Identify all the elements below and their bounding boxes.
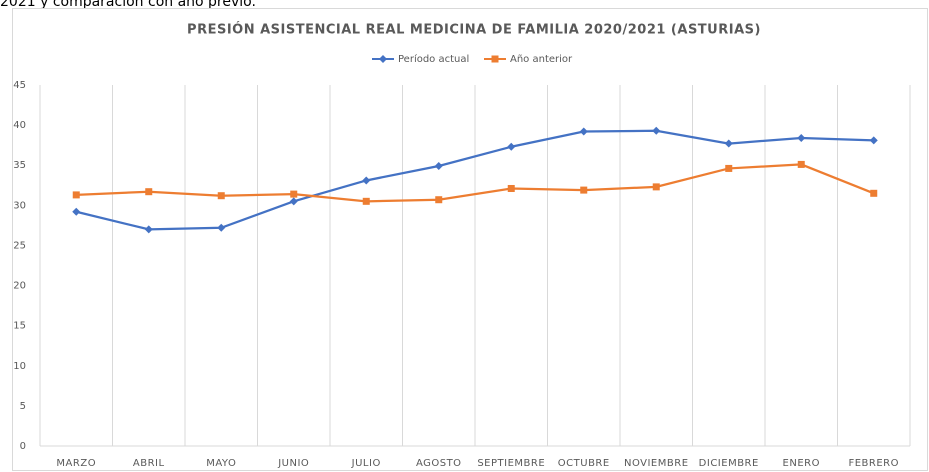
- point: [435, 196, 443, 204]
- y-tick-label: 20: [13, 281, 26, 292]
- point: [869, 136, 878, 145]
- x-tick-label: SEPTIEMBRE: [477, 458, 545, 469]
- series-line: [75, 129, 874, 231]
- x-tick-label: ENERO: [783, 458, 820, 469]
- x-tick-label: DICIEMBRE: [699, 458, 759, 469]
- y-tick-label: 5: [20, 401, 26, 412]
- legend-label: Año anterior: [510, 54, 573, 65]
- y-tick-label: 35: [13, 160, 26, 171]
- legend-label: Período actual: [398, 53, 469, 65]
- x-tick-label: OCTUBRE: [558, 458, 610, 469]
- point: [724, 139, 733, 148]
- x-tick-label: AGOSTO: [416, 458, 462, 469]
- chart-title: PRESIÓN ASISTENCIAL REAL MEDICINA DE FAM…: [187, 22, 761, 38]
- point: [507, 142, 516, 151]
- legend-marker: [491, 55, 499, 63]
- point: [579, 127, 588, 136]
- x-tick-label: MARZO: [56, 458, 96, 469]
- y-tick-label: 15: [13, 321, 26, 332]
- point: [290, 190, 298, 198]
- x-tick-label: JUNIO: [277, 458, 309, 469]
- y-tick-label: 40: [13, 120, 26, 131]
- point: [434, 162, 443, 171]
- x-tick-label: MAYO: [206, 458, 236, 469]
- point: [217, 223, 226, 232]
- x-tick-label: FEBRERO: [848, 458, 899, 469]
- point: [725, 164, 733, 172]
- point: [145, 188, 153, 196]
- point: [797, 160, 805, 168]
- legend-marker: [379, 55, 387, 63]
- point: [72, 207, 81, 216]
- y-tick-label: 30: [13, 200, 26, 211]
- y-tick-label: 25: [13, 240, 26, 251]
- point: [507, 184, 515, 192]
- point: [217, 192, 225, 200]
- series-line: [76, 163, 875, 203]
- x-tick-label: JULIO: [351, 458, 381, 469]
- point: [144, 225, 153, 234]
- y-tick-label: 45: [13, 80, 26, 91]
- x-tick-label: NOVIEMBRE: [624, 458, 689, 469]
- point: [362, 197, 370, 205]
- point: [289, 197, 298, 206]
- caption: 2021 y comparación con año previo.: [0, 0, 256, 10]
- x-tick-label: ABRIL: [133, 458, 165, 469]
- y-tick-label: 0: [20, 441, 26, 452]
- y-tick-label: 10: [13, 361, 26, 372]
- point: [870, 189, 878, 197]
- point: [797, 133, 806, 142]
- point: [362, 176, 371, 185]
- chart-frame: [12, 8, 928, 471]
- point: [580, 186, 588, 194]
- point: [652, 183, 660, 191]
- point: [652, 126, 661, 135]
- point: [72, 191, 80, 199]
